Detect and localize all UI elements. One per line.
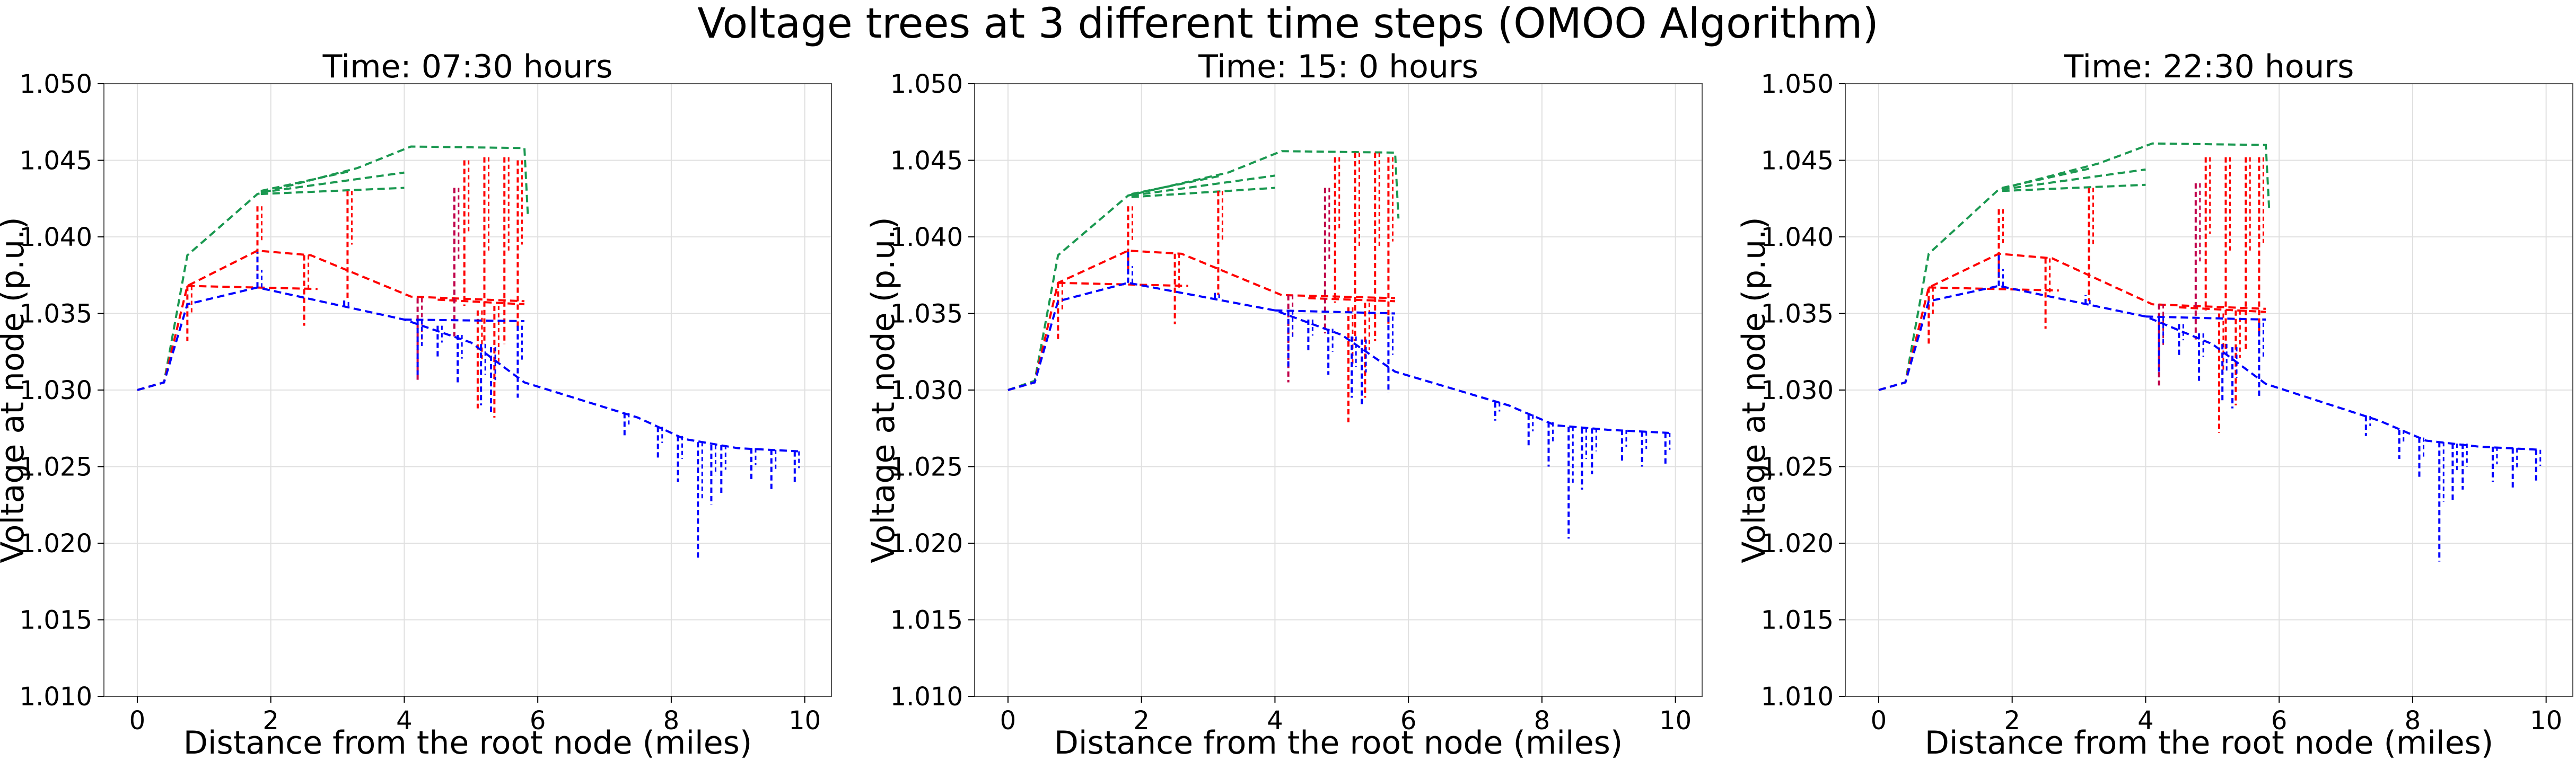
- x-tick-label: 0: [1000, 706, 1017, 736]
- y-tick-label: 1.010: [20, 682, 92, 712]
- y-tick-label: 1.050: [20, 69, 92, 99]
- y-tick-label: 1.025: [890, 453, 963, 482]
- figure-title: Voltage trees at 3 different time steps …: [697, 0, 1879, 48]
- panel-title: Time: 15: 0 hours: [1198, 48, 1478, 85]
- plot-frame: [1845, 83, 2573, 697]
- y-tick-label: 1.035: [1761, 299, 1834, 329]
- y-axis-label: Voltage at node (p.u.): [865, 217, 902, 563]
- chart-panel-1: 0 2 4 6 8 10 1.010 1.015 1.020 1.025 1.030 1.035 1.0…: [0, 48, 832, 761]
- y-tick-label: 1.015: [890, 606, 963, 635]
- branch-line-phase_a: [260, 170, 352, 192]
- branch-line-phase_c: [404, 318, 525, 322]
- y-tick-label: 1.010: [890, 682, 963, 712]
- x-tick-label: 0: [1871, 706, 1887, 736]
- series-line-phase_c: [1007, 281, 1669, 434]
- x-tick-label: 4: [396, 706, 413, 736]
- x-tick-label: 10: [788, 706, 821, 736]
- panel-title: Time: 22:30 hours: [2064, 48, 2354, 85]
- branch-line-phase_a: [2002, 183, 2146, 192]
- x-tick-label: 10: [1659, 706, 1692, 736]
- branch-line-phase_c: [2145, 315, 2266, 321]
- y-tick-label: 1.050: [1761, 69, 1834, 99]
- panel-title: Time: 07:30 hours: [322, 48, 613, 85]
- branch-line-phase_a: [260, 187, 405, 196]
- branch-line-phase_a: [2002, 168, 2146, 191]
- x-axis-label: Distance from the root node (miles): [1054, 724, 1623, 761]
- x-tick-label: 4: [1267, 706, 1283, 736]
- series-line-phase_b: [1007, 249, 1396, 391]
- series-line-phase_c: [1878, 285, 2540, 451]
- chart-panel-2: 0 2 4 6 8 10 1.010 1.015 1.020 1.025 1.030 1.035 1.0…: [865, 48, 1703, 761]
- y-tick-label: 1.015: [1761, 606, 1834, 635]
- x-tick-label: 6: [2271, 706, 2288, 736]
- branch-line-phase_b: [1308, 297, 1396, 303]
- y-tick-label: 1.035: [20, 299, 92, 329]
- y-tick-label: 1.015: [20, 606, 92, 635]
- x-tick-label: 6: [530, 706, 546, 736]
- series-line-phase_b: [1878, 252, 2266, 391]
- y-tick-label: 1.035: [890, 299, 963, 329]
- x-axis-label: Distance from the root node (miles): [183, 724, 752, 761]
- y-tick-label: 1.040: [890, 223, 963, 252]
- x-tick-label: 4: [2137, 706, 2154, 736]
- branch-line-phase_a: [1131, 174, 1275, 197]
- x-tick-label: 8: [1534, 706, 1550, 736]
- y-tick-label: 1.020: [20, 529, 92, 559]
- y-tick-label: 1.050: [890, 69, 963, 99]
- x-tick-label: 2: [2004, 706, 2020, 736]
- series-line-phase_a: [1878, 142, 2271, 391]
- branch-line-phase_a: [1131, 174, 1222, 196]
- branch-line-phase_a: [1131, 187, 1275, 198]
- branch-line-phase_b: [1929, 286, 2059, 292]
- branch-line-phase_a: [260, 171, 405, 194]
- chart-panel-3: 0 2 4 6 8 10 1.010 1.015 1.020 1.025 1.030 1.035 1.0…: [1736, 48, 2573, 761]
- x-tick-label: 8: [663, 706, 680, 736]
- y-axis-label: Voltage at node (p.u.): [0, 217, 31, 563]
- x-tick-label: 2: [1133, 706, 1150, 736]
- x-axis-label: Distance from the root node (miles): [1925, 724, 2494, 761]
- y-tick-label: 1.040: [20, 223, 92, 252]
- series-line-phase_a: [137, 145, 529, 391]
- y-tick-label: 1.030: [1761, 376, 1834, 405]
- y-tick-label: 1.030: [890, 376, 963, 405]
- x-tick-label: 6: [1400, 706, 1417, 736]
- y-tick-label: 1.020: [1761, 529, 1834, 559]
- series-line-phase_c: [137, 286, 799, 453]
- y-axis-label: Voltage at node (p.u.): [1736, 217, 1773, 563]
- y-tick-label: 1.025: [20, 453, 92, 482]
- branch-line-phase_c: [1275, 309, 1396, 315]
- y-tick-label: 1.045: [1761, 146, 1834, 176]
- y-tick-label: 1.010: [1761, 682, 1834, 712]
- y-tick-label: 1.045: [890, 146, 963, 176]
- branch-line-phase_b: [437, 298, 525, 306]
- x-tick-label: 2: [262, 706, 279, 736]
- y-tick-label: 1.040: [1761, 223, 1834, 252]
- plot-frame: [103, 83, 832, 697]
- y-tick-label: 1.030: [20, 376, 92, 405]
- x-tick-label: 0: [129, 706, 146, 736]
- branch-line-phase_a: [2002, 166, 2093, 189]
- y-tick-label: 1.020: [890, 529, 963, 559]
- y-tick-label: 1.025: [1761, 453, 1834, 482]
- x-tick-label: 10: [2530, 706, 2562, 736]
- plot-frame: [974, 83, 1703, 697]
- series-line-phase_b: [137, 249, 525, 391]
- x-tick-label: 8: [2405, 706, 2421, 736]
- branch-line-phase_b: [2179, 306, 2266, 313]
- series-line-phase_a: [1007, 150, 1400, 391]
- branch-line-phase_b: [1058, 281, 1188, 287]
- y-tick-label: 1.045: [20, 146, 92, 176]
- branch-line-phase_b: [187, 285, 318, 290]
